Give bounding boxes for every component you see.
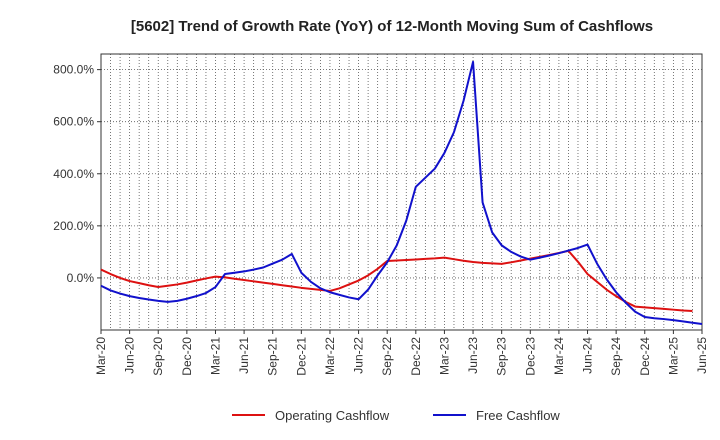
x-tick-label: Sep-22 xyxy=(380,337,394,376)
x-tick-label: Dec-20 xyxy=(180,337,194,376)
x-tick-label: Mar-23 xyxy=(437,337,451,375)
x-tick-label: Jun-25 xyxy=(695,337,709,374)
x-tick-label: Sep-20 xyxy=(151,337,165,376)
x-tick-label: Jun-21 xyxy=(237,337,251,374)
x-tick-label: Jun-20 xyxy=(123,337,137,374)
series-line-free-cashflow xyxy=(100,60,703,326)
x-tick-label: Dec-21 xyxy=(294,337,308,376)
x-tick-label: Dec-24 xyxy=(638,337,652,376)
y-tick-label: 0.0% xyxy=(67,271,95,285)
x-tick-label: Dec-22 xyxy=(409,337,423,376)
x-tick-label: Sep-23 xyxy=(495,337,509,376)
x-tick-label: Sep-24 xyxy=(609,337,623,376)
y-tick-label: 400.0% xyxy=(53,167,94,181)
legend: Operating Cashflow Free Cashflow xyxy=(232,408,560,423)
x-tick-label: Jun-24 xyxy=(581,337,595,374)
y-tick-label: 200.0% xyxy=(53,219,94,233)
x-tick-label: Sep-21 xyxy=(266,337,280,376)
x-tick-label: Mar-20 xyxy=(94,337,108,375)
plot-area-border xyxy=(100,53,703,331)
series-lines xyxy=(100,60,703,326)
x-tick-label: Dec-23 xyxy=(523,337,537,376)
x-tick-label: Mar-22 xyxy=(323,337,337,375)
legend-label-free-cashflow: Free Cashflow xyxy=(476,408,560,423)
x-tick-label: Mar-21 xyxy=(208,337,222,375)
grid xyxy=(101,54,702,330)
x-tick-label: Mar-25 xyxy=(666,337,680,375)
chart-title: [5602] Trend of Growth Rate (YoY) of 12-… xyxy=(131,18,653,35)
x-tick-label: Jun-23 xyxy=(466,337,480,374)
x-axis-ticks: Mar-20 Jun-20 Sep-20 Dec-20 Mar-21 Jun-21 Sep-… xyxy=(94,330,709,376)
x-tick-label: Jun-22 xyxy=(352,337,366,374)
x-tick-label: Mar-24 xyxy=(552,337,566,375)
legend-label-operating-cashflow: Operating Cashflow xyxy=(275,408,390,423)
series-line-operating-cashflow xyxy=(100,249,693,312)
y-tick-label: 800.0% xyxy=(53,63,94,77)
y-tick-label: 600.0% xyxy=(53,115,94,129)
y-axis-ticks: 0.0% 200.0% 400.0% 600.0% 800.0% xyxy=(53,63,101,285)
